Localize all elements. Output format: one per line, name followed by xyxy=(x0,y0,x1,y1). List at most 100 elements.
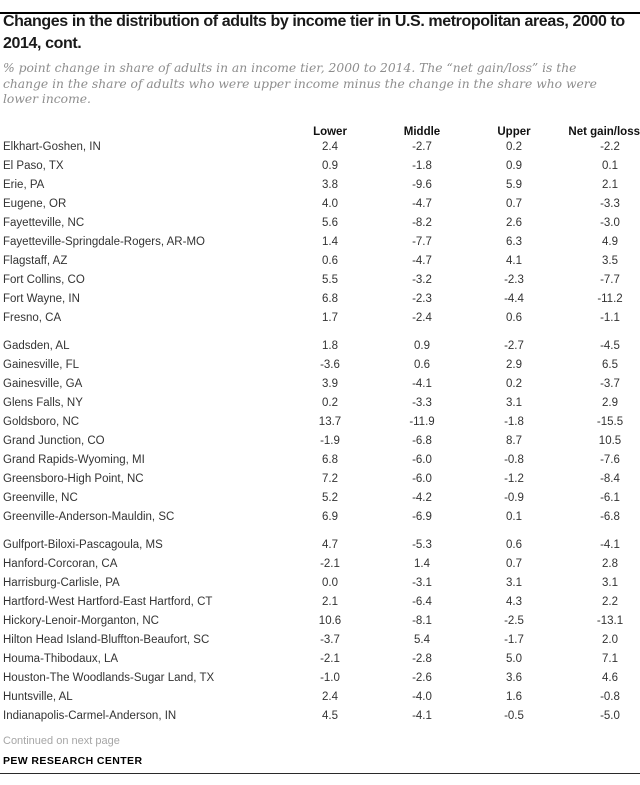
upper-value: 8.7 xyxy=(506,435,522,447)
net-value: -6.8 xyxy=(600,511,620,523)
lower-value: 7.2 xyxy=(322,473,338,485)
net-value: 10.5 xyxy=(598,435,622,447)
net-value: -7.7 xyxy=(600,274,620,286)
lower-value: -1.0 xyxy=(320,672,340,684)
metro-area-name: Hickory-Lenoir-Morganton, NC xyxy=(3,615,159,627)
upper-value: 2.6 xyxy=(506,217,522,229)
middle-value: -1.8 xyxy=(412,160,432,172)
middle-value: -4.2 xyxy=(412,492,432,504)
lower-value: 5.5 xyxy=(322,274,338,286)
lower-value: 4.0 xyxy=(322,198,338,210)
middle-value: -6.9 xyxy=(412,511,432,523)
upper-value: -4.4 xyxy=(504,293,524,305)
table-row: Fort Collins, CO 5.5 -3.2 -2.3 -7.7 xyxy=(3,271,640,290)
metro-area-name: Gainesville, GA xyxy=(3,378,83,390)
table-row: Huntsville, AL 2.4 -4.0 1.6 -0.8 xyxy=(3,688,640,707)
lower-value: 6.8 xyxy=(322,293,338,305)
table-row: Grand Junction, CO -1.9 -6.8 8.7 10.5 xyxy=(3,432,640,451)
lower-value: -3.6 xyxy=(320,359,340,371)
net-value: -4.1 xyxy=(600,539,620,551)
lower-value: 2.4 xyxy=(322,141,338,153)
middle-value: -5.3 xyxy=(412,539,432,551)
metro-area-name: Hilton Head Island-Bluffton-Beaufort, SC xyxy=(3,634,210,646)
metro-area-name: Eugene, OR xyxy=(3,198,67,210)
table-header-row: Lower Middle Upper Net gain/loss xyxy=(3,120,640,138)
middle-value: -4.1 xyxy=(412,378,432,390)
table-row: Houston-The Woodlands-Sugar Land, TX -1.… xyxy=(3,669,640,688)
lower-value: 2.4 xyxy=(322,691,338,703)
upper-value: 0.7 xyxy=(506,198,522,210)
upper-value: 3.6 xyxy=(506,672,522,684)
metro-area-name: Flagstaff, AZ xyxy=(3,255,68,267)
group-spacer xyxy=(3,527,640,536)
table-row: Fort Wayne, IN 6.8 -2.3 -4.4 -11.2 xyxy=(3,290,640,309)
net-value: 3.1 xyxy=(602,577,618,589)
table-row: Erie, PA 3.8 -9.6 5.9 2.1 xyxy=(3,176,640,195)
net-value: -11.2 xyxy=(597,293,623,305)
table-row: Fayetteville-Springdale-Rogers, AR-MO 1.… xyxy=(3,233,640,252)
metro-area-name: Goldsboro, NC xyxy=(3,416,80,428)
middle-value: -11.9 xyxy=(409,416,435,428)
upper-value: 4.3 xyxy=(506,596,522,608)
upper-value: 0.2 xyxy=(506,141,522,153)
lower-value: 4.5 xyxy=(322,710,338,722)
lower-value: 1.4 xyxy=(322,236,338,248)
metro-area-name: Fayetteville-Springdale-Rogers, AR-MO xyxy=(3,236,205,248)
net-value: -13.1 xyxy=(596,615,624,627)
middle-value: -4.7 xyxy=(412,198,432,210)
lower-value: 6.9 xyxy=(322,511,338,523)
middle-value: -8.2 xyxy=(412,217,432,229)
net-value: -6.1 xyxy=(600,492,620,504)
middle-value: -7.7 xyxy=(412,236,432,248)
table-row: Elkhart-Goshen, IN 2.4 -2.7 0.2 -2.2 xyxy=(3,138,640,157)
table-row: Fresno, CA 1.7 -2.4 0.6 -1.1 xyxy=(3,309,640,328)
upper-value: 0.6 xyxy=(506,539,522,551)
lower-value: 2.1 xyxy=(322,596,338,608)
lower-value: 1.8 xyxy=(322,340,338,352)
upper-value: 0.1 xyxy=(506,511,522,523)
net-value: -0.8 xyxy=(600,691,620,703)
metro-area-name: Fresno, CA xyxy=(3,312,62,324)
middle-value: 0.9 xyxy=(414,340,430,352)
net-value: 3.5 xyxy=(602,255,618,267)
lower-value: 0.9 xyxy=(322,160,338,172)
lower-value: 10.6 xyxy=(318,615,342,627)
lower-value: 0.2 xyxy=(322,397,338,409)
upper-value: -2.7 xyxy=(504,340,524,352)
lower-value: 1.7 xyxy=(322,312,338,324)
net-value: -5.0 xyxy=(600,710,620,722)
middle-value: -3.1 xyxy=(412,577,432,589)
table-row: Greensboro-High Point, NC 7.2 -6.0 -1.2 … xyxy=(3,470,640,489)
net-value: 7.1 xyxy=(602,653,618,665)
net-value: 0.1 xyxy=(602,160,618,172)
upper-value: 3.1 xyxy=(506,397,522,409)
upper-value: 3.1 xyxy=(506,577,522,589)
middle-value: -6.8 xyxy=(412,435,432,447)
middle-value: 5.4 xyxy=(414,634,430,646)
table-row: Hilton Head Island-Bluffton-Beaufort, SC… xyxy=(3,631,640,650)
upper-value: 0.7 xyxy=(506,558,522,570)
middle-value: -6.0 xyxy=(412,454,432,466)
top-divider xyxy=(0,12,640,14)
metro-area-name: Gainesville, FL xyxy=(3,359,80,371)
net-value: -15.5 xyxy=(596,416,624,428)
middle-value: -3.2 xyxy=(412,274,432,286)
upper-value: -2.5 xyxy=(504,615,524,627)
metro-area-name: Erie, PA xyxy=(3,179,45,191)
metro-area-name: Hartford-West Hartford-East Hartford, CT xyxy=(3,596,213,608)
table-row: Fayetteville, NC 5.6 -8.2 2.6 -3.0 xyxy=(3,214,640,233)
middle-value: -2.3 xyxy=(412,293,432,305)
column-header-upper: Upper xyxy=(497,125,531,138)
table-row: Glens Falls, NY 0.2 -3.3 3.1 2.9 xyxy=(3,394,640,413)
metro-area-name: Glens Falls, NY xyxy=(3,397,83,409)
net-value: 2.2 xyxy=(602,596,618,608)
upper-value: -0.8 xyxy=(504,454,524,466)
metro-area-name: Gadsden, AL xyxy=(3,340,70,352)
middle-value: -6.4 xyxy=(412,596,432,608)
lower-value: 5.2 xyxy=(322,492,338,504)
table-row: El Paso, TX 0.9 -1.8 0.9 0.1 xyxy=(3,157,640,176)
metro-area-name: Grand Rapids-Wyoming, MI xyxy=(3,454,145,466)
metro-area-name: Elkhart-Goshen, IN xyxy=(3,141,101,153)
lower-value: -2.1 xyxy=(320,653,340,665)
lower-value: 4.7 xyxy=(322,539,338,551)
